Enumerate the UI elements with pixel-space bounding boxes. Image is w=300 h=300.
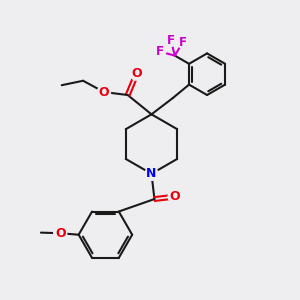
Circle shape: [154, 46, 166, 57]
Text: O: O: [131, 67, 142, 80]
Circle shape: [177, 37, 188, 48]
Text: N: N: [146, 167, 157, 180]
Circle shape: [168, 190, 181, 203]
Text: F: F: [167, 34, 175, 47]
Circle shape: [145, 167, 158, 180]
Text: O: O: [55, 227, 66, 240]
Text: F: F: [156, 45, 164, 58]
Text: F: F: [178, 36, 187, 49]
Circle shape: [98, 85, 110, 99]
Circle shape: [165, 35, 176, 46]
Text: O: O: [169, 190, 180, 203]
Circle shape: [130, 67, 143, 80]
Text: O: O: [99, 85, 109, 98]
Circle shape: [54, 227, 67, 240]
